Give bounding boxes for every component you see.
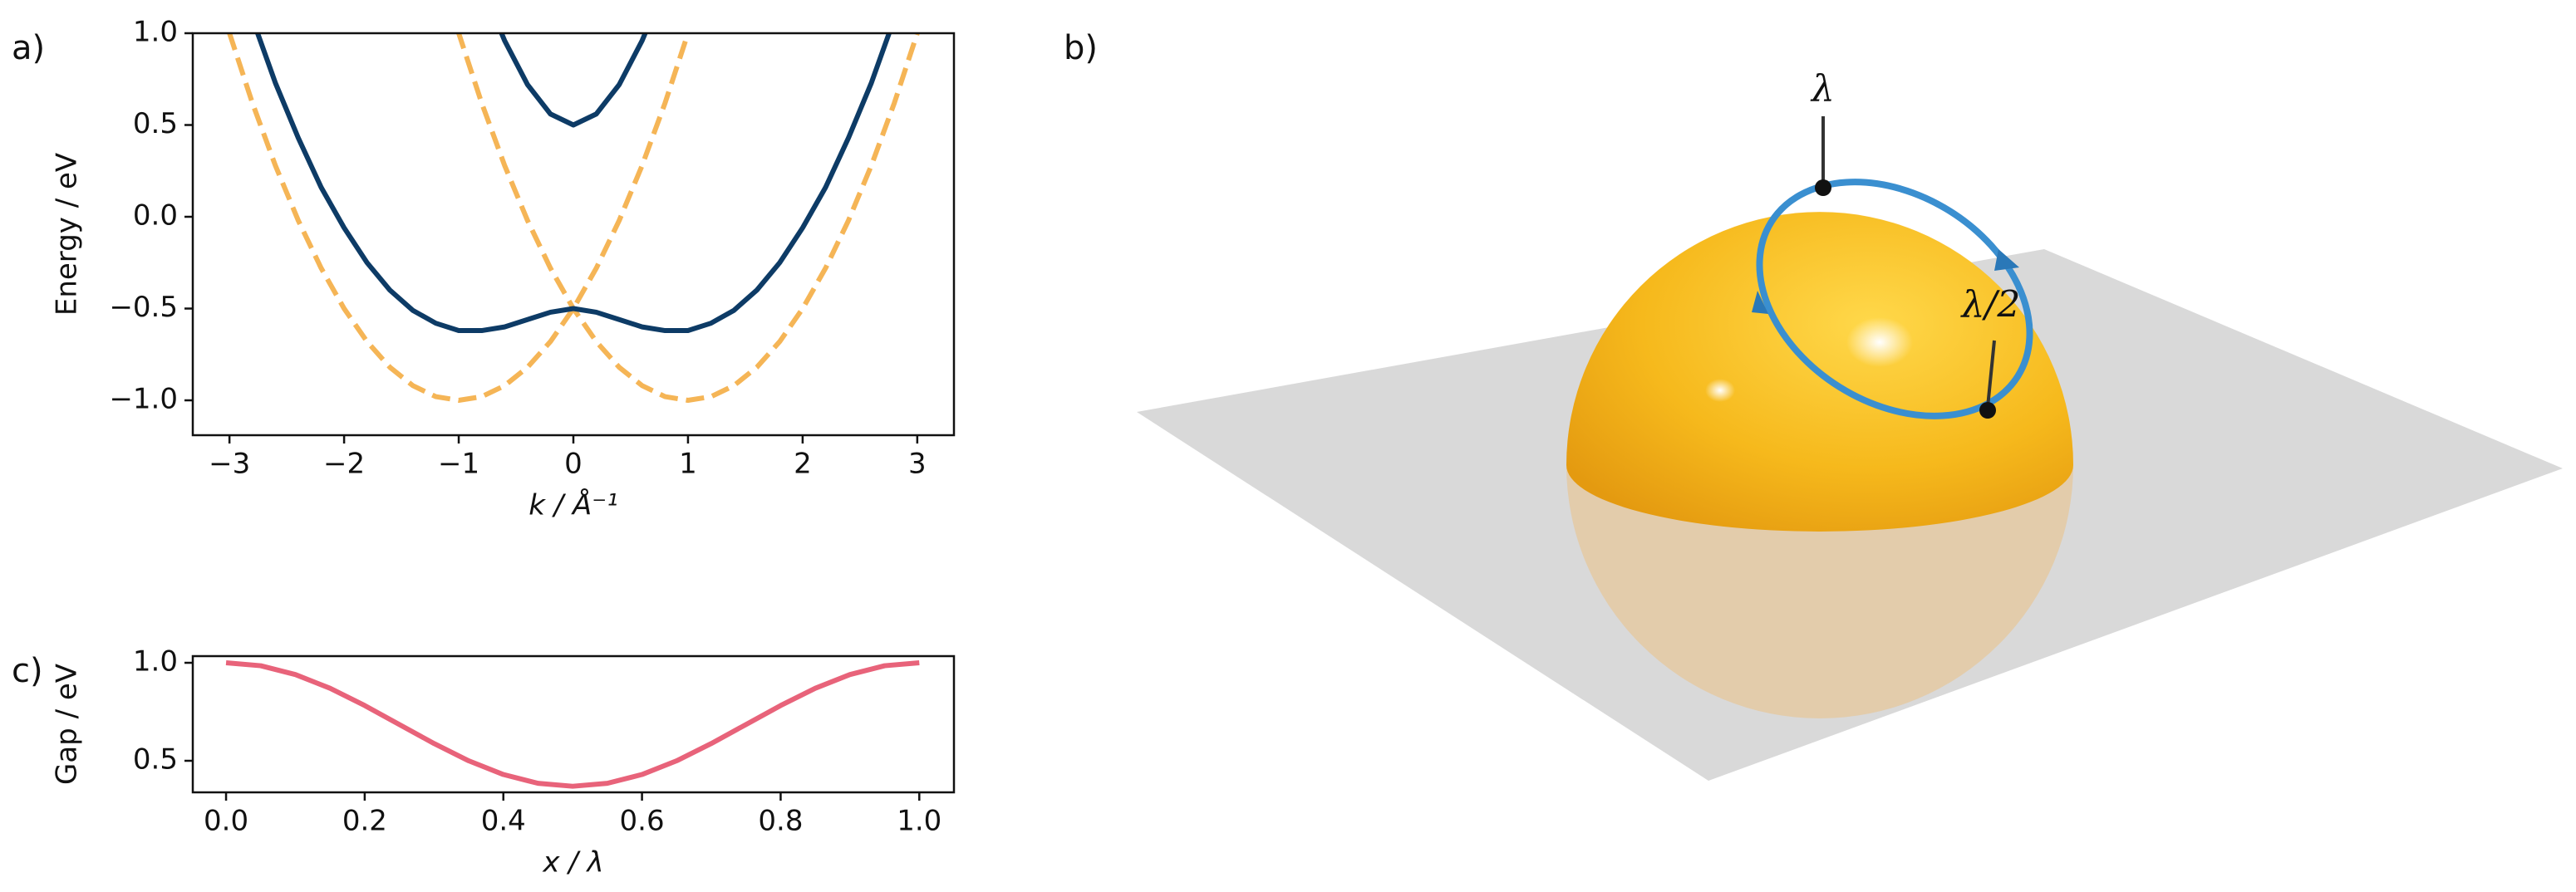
y-tick-label: −0.5 [109, 291, 178, 324]
highlight [1846, 317, 1913, 367]
x-tick-label: −2 [323, 448, 365, 481]
x-tick-label: 0.2 [342, 805, 387, 838]
x-tick-label: −1 [438, 448, 479, 481]
highlight [1705, 379, 1735, 402]
x-tick-label: 0.4 [481, 805, 526, 838]
point [1979, 402, 1996, 419]
y-tick-label: −1.0 [109, 383, 178, 416]
x-tick-label: 0 [564, 448, 583, 481]
x-axis-label: k / Å⁻¹ [528, 488, 618, 522]
y-axis-label: Gap / eV [51, 664, 84, 785]
line-series [227, 33, 691, 404]
y-axis-label: Energy / eV [51, 153, 84, 316]
x-tick-label: −3 [209, 448, 250, 481]
plot-area [227, 33, 920, 404]
y-tick-label: 0.5 [133, 743, 178, 777]
arrow [1994, 249, 2019, 271]
label: λ/2 [1960, 284, 2021, 326]
line-series [499, 33, 648, 128]
plot-area [225, 660, 920, 789]
y-tick-label: 0.0 [133, 199, 178, 233]
label: λ [1810, 68, 1835, 110]
illustration: λ λ/2 b) [1064, 29, 2563, 781]
panel-label: a) [12, 29, 45, 67]
y-tick-label: 1.0 [133, 16, 178, 49]
panel-label: b) [1064, 29, 1098, 67]
line-series [455, 33, 920, 404]
x-tick-label: 2 [794, 448, 812, 481]
line-series [225, 660, 920, 789]
x-tick-label: 1.0 [897, 805, 941, 838]
arrow [1752, 291, 1768, 314]
panel-label: c) [12, 652, 43, 690]
point [1815, 179, 1831, 196]
line-series [254, 33, 892, 334]
loop [1756, 179, 2033, 419]
x-tick-label: 0.6 [620, 805, 665, 838]
x-tick-label: 1 [679, 448, 697, 481]
x-tick-label: 3 [908, 448, 927, 481]
pointer [1986, 340, 1996, 408]
axes-frame [191, 654, 956, 794]
y-tick-label: 1.0 [133, 645, 178, 679]
x-axis-label: x / λ [542, 846, 603, 880]
x-tick-label: 0.8 [758, 805, 803, 838]
y-tick-label: 0.5 [133, 107, 178, 140]
x-tick-label: 0.0 [204, 805, 248, 838]
